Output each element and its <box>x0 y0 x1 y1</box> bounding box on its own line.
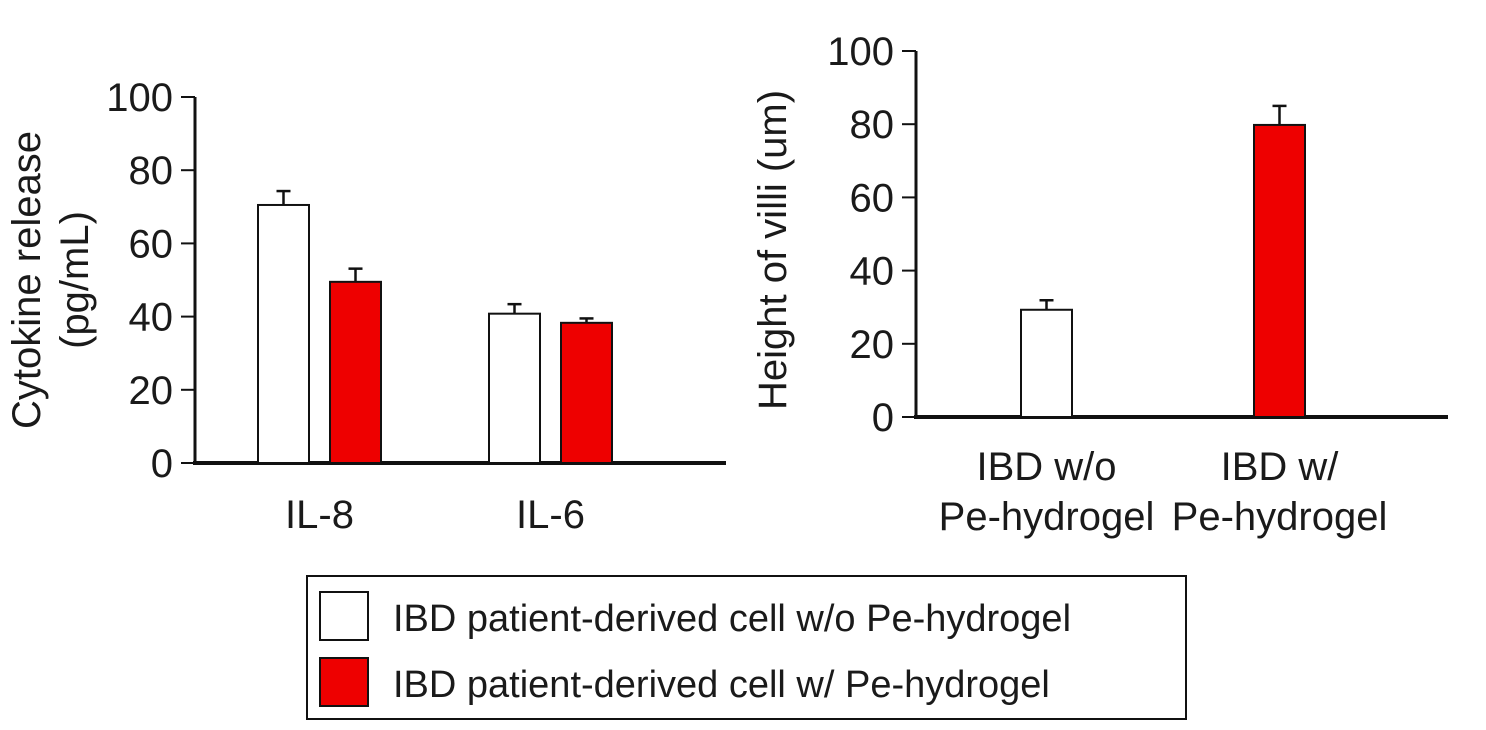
y-tick-label: 20 <box>129 369 174 413</box>
cytokine-release-chart: 0 20 40 60 80 100 IL-8 IL-6 Cytokine release (pg/… <box>5 76 726 537</box>
y-tick-label: 40 <box>850 250 895 294</box>
y-tick-label: 100 <box>106 76 173 120</box>
x-category-label: IL-8 <box>285 493 354 537</box>
y-axis-label-line: Cytokine release <box>5 131 49 429</box>
y-tick-label: 60 <box>850 176 895 220</box>
x-category-label: IBD w/o <box>976 445 1116 489</box>
legend-swatch-without <box>319 591 369 641</box>
bar <box>329 280 382 464</box>
bar <box>560 321 613 464</box>
y-axis-label: Height of villi (um) <box>751 90 795 410</box>
bar <box>1020 308 1073 418</box>
y-tick-label: 40 <box>129 296 174 340</box>
legend-swatch-with <box>319 657 369 707</box>
legend-frame <box>306 575 1187 720</box>
legend-label-with: IBD patient-derived cell w/ Pe-hydrogel <box>393 664 1050 706</box>
y-tick-label: 0 <box>151 442 173 486</box>
bar <box>257 203 310 464</box>
x-category-label: IL-6 <box>516 493 585 537</box>
y-tick-label: 60 <box>129 222 174 266</box>
y-tick-label: 100 <box>827 30 894 74</box>
x-category-label: Pe-hydrogel <box>1172 495 1388 539</box>
bar <box>1253 123 1306 418</box>
legend: IBD patient-derived cell w/o Pe-hydrogel… <box>306 575 1187 720</box>
y-tick-label: 20 <box>850 323 895 367</box>
y-tick-label: 80 <box>850 103 895 147</box>
y-axis-label-line: (pg/mL) <box>53 211 97 349</box>
x-category-label: IBD w/ <box>1221 445 1340 489</box>
x-category-label: Pe-hydrogel <box>939 495 1155 539</box>
bar <box>488 312 541 464</box>
legend-label-without: IBD patient-derived cell w/o Pe-hydrogel <box>393 598 1071 640</box>
y-axis-label: Cytokine release (pg/mL) <box>5 131 97 429</box>
villi-height-chart: 0 20 40 60 80 100 IBD w/o Pe-hydrogel IBD w/Pe-h… <box>751 30 1448 539</box>
y-tick-label: 0 <box>872 396 894 440</box>
y-tick-label: 80 <box>129 149 174 193</box>
